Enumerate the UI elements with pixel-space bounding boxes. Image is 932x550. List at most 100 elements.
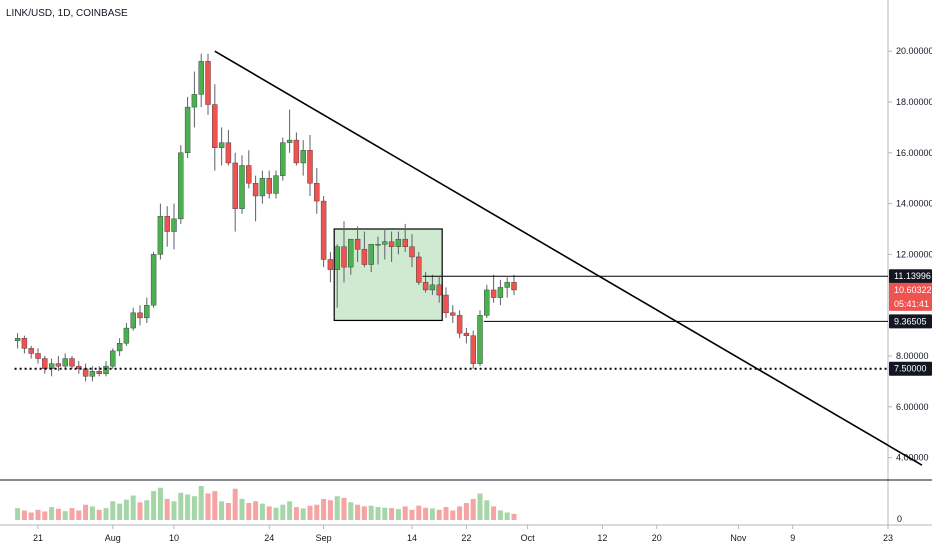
volume-bar [491,506,497,520]
volume-bar [266,506,272,520]
volume-bar [511,513,517,520]
candle [123,322,130,346]
candle-body [320,200,327,260]
volume-bar [484,500,490,520]
candle-body [218,142,225,148]
candle-body [511,282,517,291]
candle [130,307,136,331]
candle [246,150,252,189]
candle-body [225,142,232,164]
volume-bar [334,496,340,520]
volume-bar [300,508,306,520]
price-tick-label: 12.00000 [896,249,932,259]
candle [232,152,238,232]
candle-body [416,256,422,283]
volume-bar [416,505,422,520]
volume-bar [232,488,238,520]
volume-bar [117,503,123,520]
volume-tick-label: 0 [897,514,902,524]
candle [484,284,490,318]
candle-body [354,238,361,250]
volume-bar [151,491,157,520]
volume-bar [164,498,170,520]
volume-bar [273,507,279,520]
time-tick-label: 24 [264,533,274,543]
volume-bar [96,509,102,520]
volume-bar [402,506,408,520]
candle [171,203,177,250]
candle [280,137,286,181]
candle [456,310,463,339]
volume-bar [83,504,89,520]
time-tick-label: 14 [407,533,417,543]
candle [239,155,245,214]
candle-body [436,284,442,296]
candle-body [368,244,374,265]
current-price-tag [889,282,932,311]
candle [157,203,164,260]
candle [361,231,368,268]
candle [497,279,504,306]
volume-bar [287,501,293,520]
candle [191,71,198,128]
candle [470,330,476,369]
volume-bar [219,501,225,520]
symbol-header: LINK/USD, 1D, COINBASE [6,8,128,19]
volume-bar [137,502,143,520]
candle-body [130,312,136,329]
candle-body [259,177,266,197]
candle [252,175,259,222]
candle [259,170,266,204]
candle-body [422,282,429,291]
candle-body [82,368,89,377]
volume-bar [198,486,204,520]
candle-body [21,338,28,349]
candle-body [286,139,293,143]
candle [286,109,293,153]
candle-body [198,61,204,95]
volume-bar [205,493,211,520]
candle-body [327,259,334,270]
candle [144,297,150,323]
candle-body [395,238,402,247]
candle [320,195,327,268]
volume-bar [185,494,191,520]
candle [463,328,470,344]
candle [96,366,102,377]
candle-body [76,365,82,369]
candle-body [456,315,463,334]
volume-bar [293,507,299,520]
volume-bar [15,508,21,520]
level-price-tag [889,269,932,284]
candle-body [470,335,476,364]
candle [266,170,272,199]
candle-body [497,287,504,298]
candle [82,363,89,382]
volume-bar [69,508,75,520]
candle [225,129,232,166]
candle [307,135,313,196]
volume-bar [314,504,320,520]
time-tick-label: Sep [316,533,332,543]
volume-bar [368,505,374,520]
level-price-label: 9.36505 [894,316,927,326]
candle-body [450,312,456,316]
candle-body [103,365,109,374]
candle [184,96,191,158]
volume-bar [191,496,197,520]
candle [137,305,143,326]
volume-bar [450,510,456,520]
candle-body [388,241,395,247]
candle-body [191,94,198,108]
candle-body [246,165,252,184]
candle [504,277,510,298]
candle-body [477,315,483,364]
candle [490,274,497,303]
time-tick-label: Nov [730,533,747,543]
candle-body [35,353,41,359]
candle [314,168,320,214]
candle [334,244,340,308]
candle [450,305,456,323]
candle [395,231,402,255]
